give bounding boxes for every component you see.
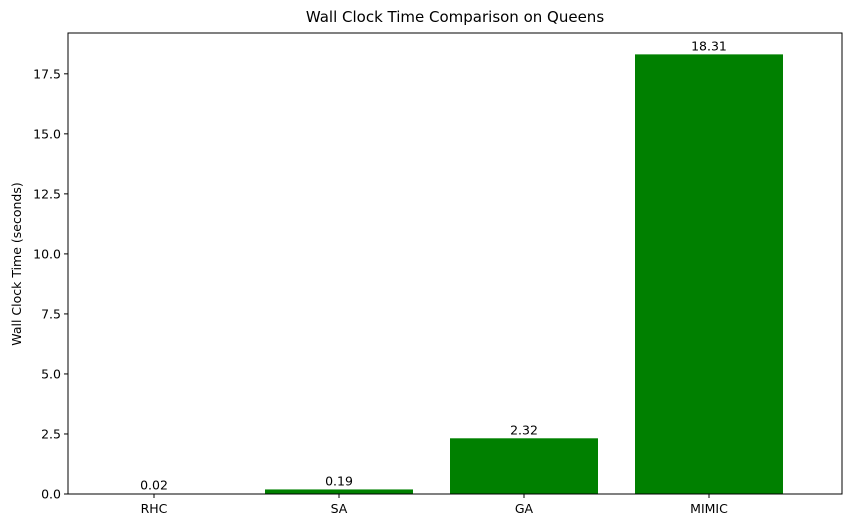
y-tick-label: 10.0 <box>33 246 61 261</box>
data-label-mimic: 18.31 <box>691 38 727 53</box>
y-axis-label: Wall Clock Time (seconds) <box>9 182 24 345</box>
y-tick-label: 0.0 <box>41 487 61 502</box>
data-label-sa: 0.19 <box>325 473 353 488</box>
y-axis-ticks: 0.0 2.5 5.0 7.5 10.0 12.5 15.0 17.5 <box>33 66 68 502</box>
x-axis-ticks: RHC SA GA MIMIC <box>141 494 728 516</box>
y-tick-label: 12.5 <box>33 186 61 201</box>
bars-group <box>80 54 783 495</box>
bar-ga <box>450 438 598 494</box>
x-tick-label-ga: GA <box>515 501 534 516</box>
x-tick-label-mimic: MIMIC <box>690 501 728 516</box>
y-tick-label: 7.5 <box>41 306 61 321</box>
y-tick-label: 5.0 <box>41 366 61 381</box>
y-tick-label: 17.5 <box>33 66 61 81</box>
y-tick-label: 15.0 <box>33 126 61 141</box>
x-tick-label-rhc: RHC <box>141 501 168 516</box>
data-labels-group: 0.02 0.19 2.32 18.31 <box>140 38 727 492</box>
plot-frame <box>67 32 843 495</box>
data-label-rhc: 0.02 <box>140 478 168 493</box>
bar-sa <box>265 489 413 494</box>
bar-mimic <box>635 54 783 495</box>
chart-title: Wall Clock Time Comparison on Queens <box>306 8 604 26</box>
data-label-ga: 2.32 <box>510 422 538 437</box>
y-tick-label: 2.5 <box>41 426 61 441</box>
x-tick-label-sa: SA <box>331 501 348 516</box>
